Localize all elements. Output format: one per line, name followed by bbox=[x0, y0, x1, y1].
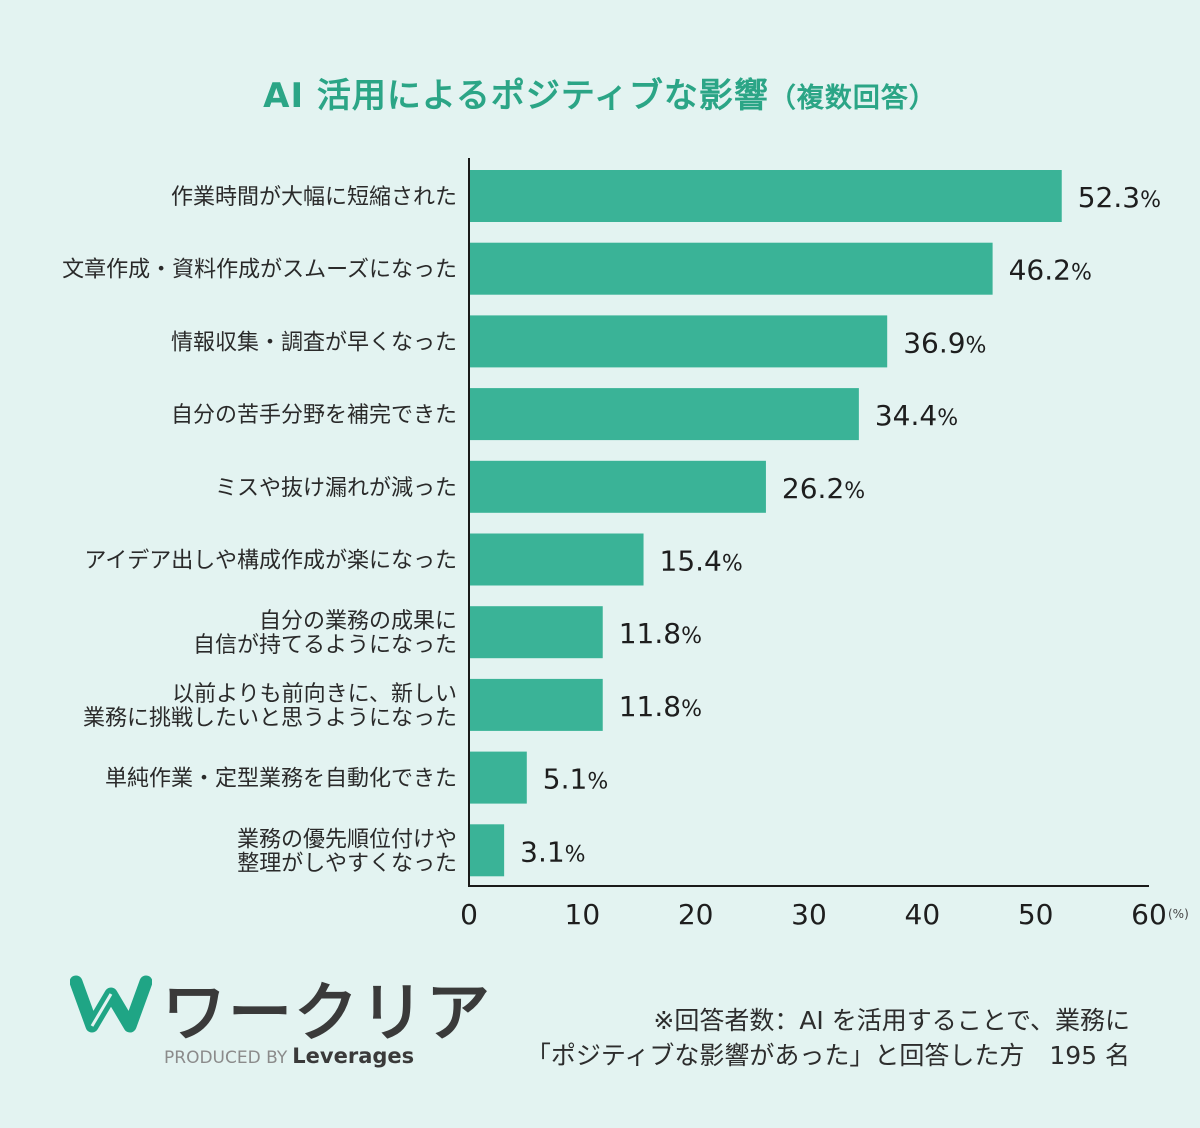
x-tick-label-50: 50 bbox=[1018, 898, 1054, 931]
bar-9 bbox=[469, 751, 527, 804]
bar-4 bbox=[469, 388, 859, 441]
bar-1 bbox=[469, 170, 1062, 222]
value-label-2: 46.2% bbox=[1009, 254, 1092, 287]
logo-produced-by: PRODUCED BY Leverages bbox=[164, 1044, 414, 1068]
logo-w-mark bbox=[70, 975, 152, 1033]
value-label-4: 34.4% bbox=[875, 399, 958, 432]
bar-chart: 作業時間が大幅に短縮された文章作成・資料作成がスムーズになった情報収集・調査が早… bbox=[62, 158, 1189, 931]
value-label-8: 11.8% bbox=[619, 690, 702, 723]
x-tick-label-20: 20 bbox=[678, 898, 714, 931]
x-axis-unit: (%) bbox=[1168, 907, 1189, 921]
workclear-logo: ワークリア PRODUCED BY Leverages bbox=[70, 968, 490, 1078]
x-tick-label-40: 40 bbox=[905, 898, 941, 931]
category-label-5: ミスや抜け漏れが減った bbox=[215, 476, 457, 501]
chart-title-main: AI 活用によるポジティブな影響 bbox=[263, 76, 769, 116]
category-label-4: 自分の苦手分野を補完できた bbox=[171, 403, 457, 428]
bar-5 bbox=[469, 460, 766, 513]
bar-6 bbox=[469, 533, 644, 586]
category-label-2: 文章作成・資料作成がスムーズになった bbox=[62, 258, 457, 283]
value-label-1: 52.3% bbox=[1078, 181, 1161, 214]
bar-8 bbox=[469, 678, 603, 731]
brand-name: Leverages bbox=[292, 1044, 415, 1068]
category-label-8: 以前よりも前向きに、新しい業務に挑戦したいと思うようになった bbox=[83, 682, 457, 731]
value-label-10: 3.1% bbox=[520, 835, 585, 868]
category-label-9: 単純作業・定型業務を自動化できた bbox=[105, 767, 457, 792]
value-labels: 52.3% 46.2% 36.9% 34.4% 26.2% 15.4% 11.8% 11.8%… bbox=[520, 181, 1161, 868]
bar-7 bbox=[469, 606, 603, 659]
x-tick-label-30: 30 bbox=[791, 898, 827, 931]
value-label-5: 26.2% bbox=[782, 472, 865, 505]
footnote-line-2: 「ポジティブな影響があった」と回答した方 195 名 bbox=[525, 1041, 1130, 1070]
category-label-7: 自分の業務の成果に自信が持てるようになった bbox=[193, 609, 457, 658]
bar-10 bbox=[469, 824, 505, 877]
category-labels: 作業時間が大幅に短縮された文章作成・資料作成がスムーズになった情報収集・調査が早… bbox=[62, 185, 457, 876]
category-label-6: アイデア出しや構成作成が楽になった bbox=[84, 549, 457, 574]
x-axis-ticks: 0 10 20 30 40 50 60 (%) bbox=[460, 898, 1189, 931]
category-label-10: 業務の優先順位付けや整理がしやすくなった bbox=[237, 827, 457, 876]
bars-layer bbox=[469, 170, 1062, 877]
bar-2 bbox=[469, 242, 993, 295]
chart-title: AI 活用によるポジティブな影響（複数回答） bbox=[0, 68, 1200, 117]
value-label-7: 11.8% bbox=[619, 617, 702, 650]
chart-title-sub: （複数回答） bbox=[768, 83, 937, 114]
logo-wordmark: ワークリア bbox=[162, 977, 492, 1051]
bar-3 bbox=[469, 315, 888, 368]
x-tick-label-0: 0 bbox=[460, 898, 478, 931]
value-label-3: 36.9% bbox=[903, 326, 986, 359]
footnote-line-1: ※回答者数：AI を活用することで、業務に bbox=[653, 1006, 1130, 1035]
value-label-6: 15.4% bbox=[660, 545, 743, 578]
value-label-9: 5.1% bbox=[543, 763, 608, 796]
x-tick-label-60: 60 bbox=[1131, 898, 1167, 931]
produced-by-text: PRODUCED BY bbox=[164, 1048, 288, 1068]
footnote: ※回答者数：AI を活用することで、業務に 「ポジティブな影響があった」と回答し… bbox=[526, 1003, 1130, 1073]
x-tick-label-10: 10 bbox=[565, 898, 601, 931]
category-label-3: 情報収集・調査が早くなった bbox=[171, 330, 457, 355]
category-label-1: 作業時間が大幅に短縮された bbox=[171, 185, 457, 210]
